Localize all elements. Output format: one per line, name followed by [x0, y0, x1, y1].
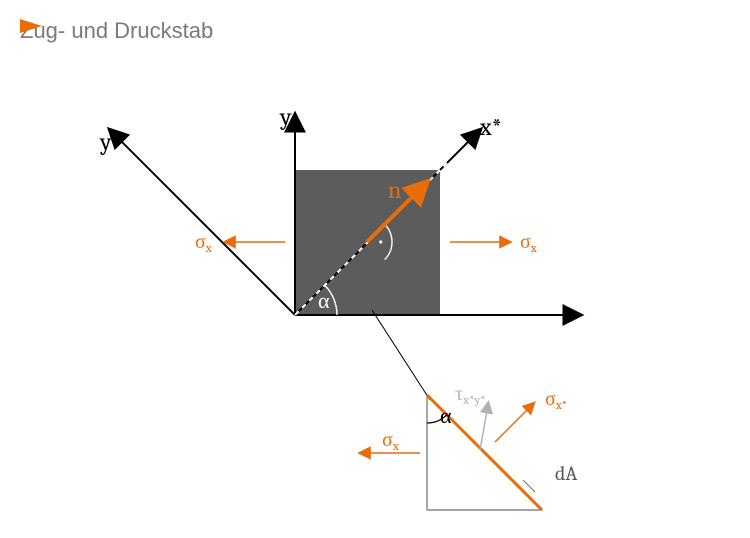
diagram-stage: Zug- und Druckstab y x: [0, 0, 750, 538]
right-angle-dot: [379, 240, 382, 243]
xstar-axis-label: x*: [479, 113, 502, 141]
alpha-label-main: α: [318, 288, 330, 314]
y-axis-label: y: [279, 103, 292, 131]
detail-sigma-x-label: σx: [382, 428, 399, 454]
diagram-svg: y x* y* α n σx σx α σx σx* τx*y*: [0, 0, 750, 538]
alpha-label-detail: α: [440, 403, 452, 429]
ystar-axis: [110, 130, 295, 315]
detail-tau-label: τx*y*: [455, 382, 486, 408]
sigma-x-left-label: σx: [195, 230, 212, 256]
detail-sigma-xstar-arrow: [495, 403, 534, 442]
detail-connector-line: [372, 310, 430, 400]
ystar-axis-label: y*: [99, 128, 122, 156]
detail-sigma-xstar-label: σx*: [545, 387, 567, 413]
n-vector-label: n: [388, 176, 401, 204]
dA-tick: [523, 480, 535, 492]
dA-label: dA: [555, 462, 577, 485]
detail-tau-arrow: [480, 403, 488, 450]
sigma-x-right-label: σx: [520, 230, 537, 256]
